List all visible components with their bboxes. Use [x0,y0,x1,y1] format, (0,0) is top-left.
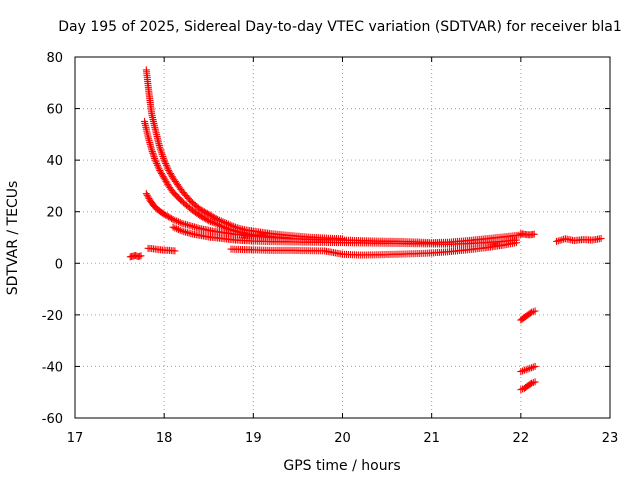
data-point [196,205,204,213]
data-point [196,212,204,220]
data-point [526,309,534,317]
data-point [148,148,156,156]
y-tick-label: 40 [46,154,63,169]
data-point [205,210,213,218]
data-point [202,215,210,223]
data-point [214,221,222,229]
y-tick-label: 80 [46,51,63,66]
data-point [199,213,207,221]
series-neg-arc-2 [517,362,539,376]
data-point [197,212,205,220]
x-tick-label: 17 [67,431,84,446]
x-tick-label: 23 [602,431,619,446]
chart-title: Day 195 of 2025, Sidereal Day-to-day VTE… [58,19,621,35]
series-arc-high [142,66,346,243]
data-point [149,151,157,159]
series-neg-arc-3 [517,378,539,394]
data-point [166,214,174,222]
data-point [529,379,537,387]
y-tick-label: 0 [55,257,63,272]
data-point [531,307,539,315]
data-point [168,215,176,223]
data-point [203,216,211,224]
data-point [163,179,171,187]
series-neg-arc-1 [517,307,539,324]
data-point [162,160,170,168]
y-tick-label: 20 [46,206,63,221]
x-tick-label: 22 [513,431,530,446]
data-point [519,367,527,375]
data-point [137,252,145,260]
data-point [163,212,171,220]
data-point [152,158,160,166]
y-axis-label: SDTVAR / TECUs [5,181,21,296]
data-point [200,208,208,216]
x-tick-label: 18 [156,431,173,446]
data-point [150,153,158,161]
x-tick-label: 21 [423,431,440,446]
data-point [531,362,539,370]
data-point [529,308,537,316]
y-tick-label: -40 [42,360,63,375]
data-point [200,214,208,222]
data-point [161,158,169,166]
data-point [208,212,216,220]
data-point [160,210,168,218]
data-point [165,213,173,221]
y-tick-label: -60 [42,412,63,427]
data-point [211,214,219,222]
data-point [512,239,520,247]
data-point [160,156,168,164]
data-point [163,163,171,171]
data-point [529,363,537,371]
data-point [530,230,538,238]
series-arc-baseline [227,239,520,259]
data-point [524,365,532,373]
data-point [144,193,152,201]
series-arc-mid [141,117,293,242]
data-point [208,218,216,226]
data-point [162,211,170,219]
data-point [151,156,159,164]
data-point [148,146,156,154]
y-tick-label: -20 [42,309,63,324]
data-point [149,149,157,157]
data-point [199,207,207,215]
data-point [176,226,184,234]
data-point [166,168,174,176]
y-tick-label: 60 [46,103,63,118]
data-point [162,161,170,169]
data-point [171,224,179,232]
x-axis-label: GPS time / hours [283,458,400,474]
data-point [155,165,163,173]
data-point [171,247,179,255]
series-short-arc-1 [126,252,145,261]
data-point [153,161,161,169]
data-point [197,206,205,214]
x-tick-label: 19 [245,431,262,446]
data-point [171,216,179,224]
data-point [531,378,539,386]
data-point [157,170,165,178]
series-short-arc-22a [517,230,538,239]
series-late-arc [553,235,605,245]
data-point [151,154,159,162]
series-short-arc-2 [144,244,179,255]
data-point [160,174,168,182]
data-point [164,165,172,173]
x-tick-label: 20 [334,431,351,446]
data-point [597,235,605,243]
data-point [203,209,211,217]
axis-ticks: 17 18 19 20 21 22 23 -60 -40 -20 0 20 40 60 80 [42,51,619,446]
data-point [526,380,534,388]
data-point [206,211,214,219]
data-point [209,213,217,221]
data-point [519,385,527,393]
data-point [202,209,210,217]
data-point [154,163,162,171]
data-point [153,160,161,168]
data-point [176,219,184,227]
data-points [126,66,605,394]
